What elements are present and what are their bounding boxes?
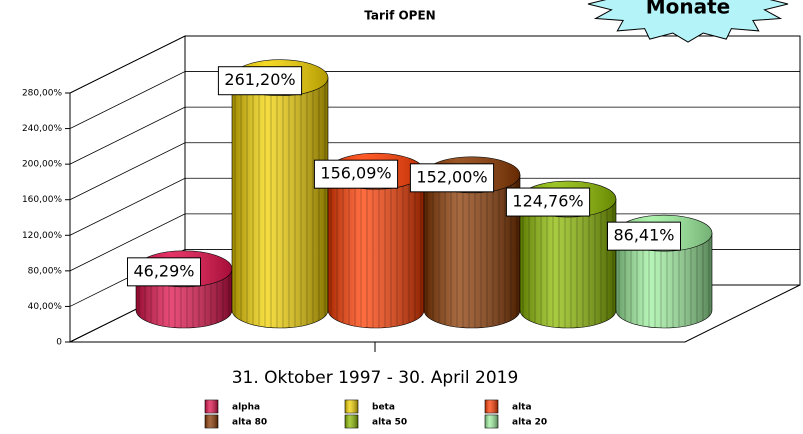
value-label-box [409, 163, 495, 193]
value-label: 152,00% [416, 167, 487, 186]
legend-swatch-shade [345, 400, 358, 413]
grid-line [69, 35, 800, 94]
cylinder-stripes [327, 170, 425, 329]
legend-swatch-shade [205, 400, 218, 413]
value-label-box [606, 221, 682, 251]
cylinder-stripes [423, 174, 521, 329]
legend-label: beta [372, 403, 395, 413]
cylinder-stripes [615, 232, 713, 329]
value-label: 261,20% [224, 70, 295, 89]
grid-line [69, 71, 800, 129]
value-label: 124,76% [512, 192, 583, 211]
annotation: Monate [646, 0, 731, 19]
y-tick-label: 40,00% [28, 302, 63, 312]
chart-title: Tarif OPEN [364, 9, 435, 23]
y-tick-label: 240,00% [22, 124, 62, 134]
y-tick-label: 120,00% [22, 231, 62, 241]
y-tick-label: 0 [56, 338, 62, 348]
legend-label: alpha [232, 403, 260, 413]
legend-swatch-shade [205, 415, 218, 428]
value-label: 156,09% [320, 164, 391, 183]
legend-swatch-shade [485, 415, 498, 428]
cylinder-stripes [519, 198, 617, 329]
value-label: 46,29% [133, 261, 194, 280]
value-label-box [505, 187, 591, 217]
cylinder-stripes [231, 77, 329, 329]
legend-label: alta 20 [512, 418, 547, 428]
y-tick-label: 80,00% [28, 266, 63, 276]
value-label-box [313, 159, 399, 189]
y-tick-label: 160,00% [22, 195, 62, 205]
legend-swatch-shade [485, 400, 498, 413]
y-tick-label: 280,00% [22, 89, 62, 99]
value-label: 86,41% [613, 226, 674, 245]
grid-line [69, 177, 800, 236]
value-label-box [126, 257, 202, 287]
value-label-box [217, 66, 303, 96]
starburst [587, 0, 789, 43]
legend-swatch-shade [345, 415, 358, 428]
grid-line [69, 142, 800, 201]
legend-label: alta 80 [232, 418, 267, 428]
y-tick-label: 200,00% [22, 160, 62, 170]
x-tick-label: 31. Oktober 1997 - 30. April 2019 [232, 368, 519, 388]
legend-label: alta 50 [372, 418, 407, 428]
grid-line [69, 106, 800, 165]
legend-label: alta [512, 403, 532, 413]
